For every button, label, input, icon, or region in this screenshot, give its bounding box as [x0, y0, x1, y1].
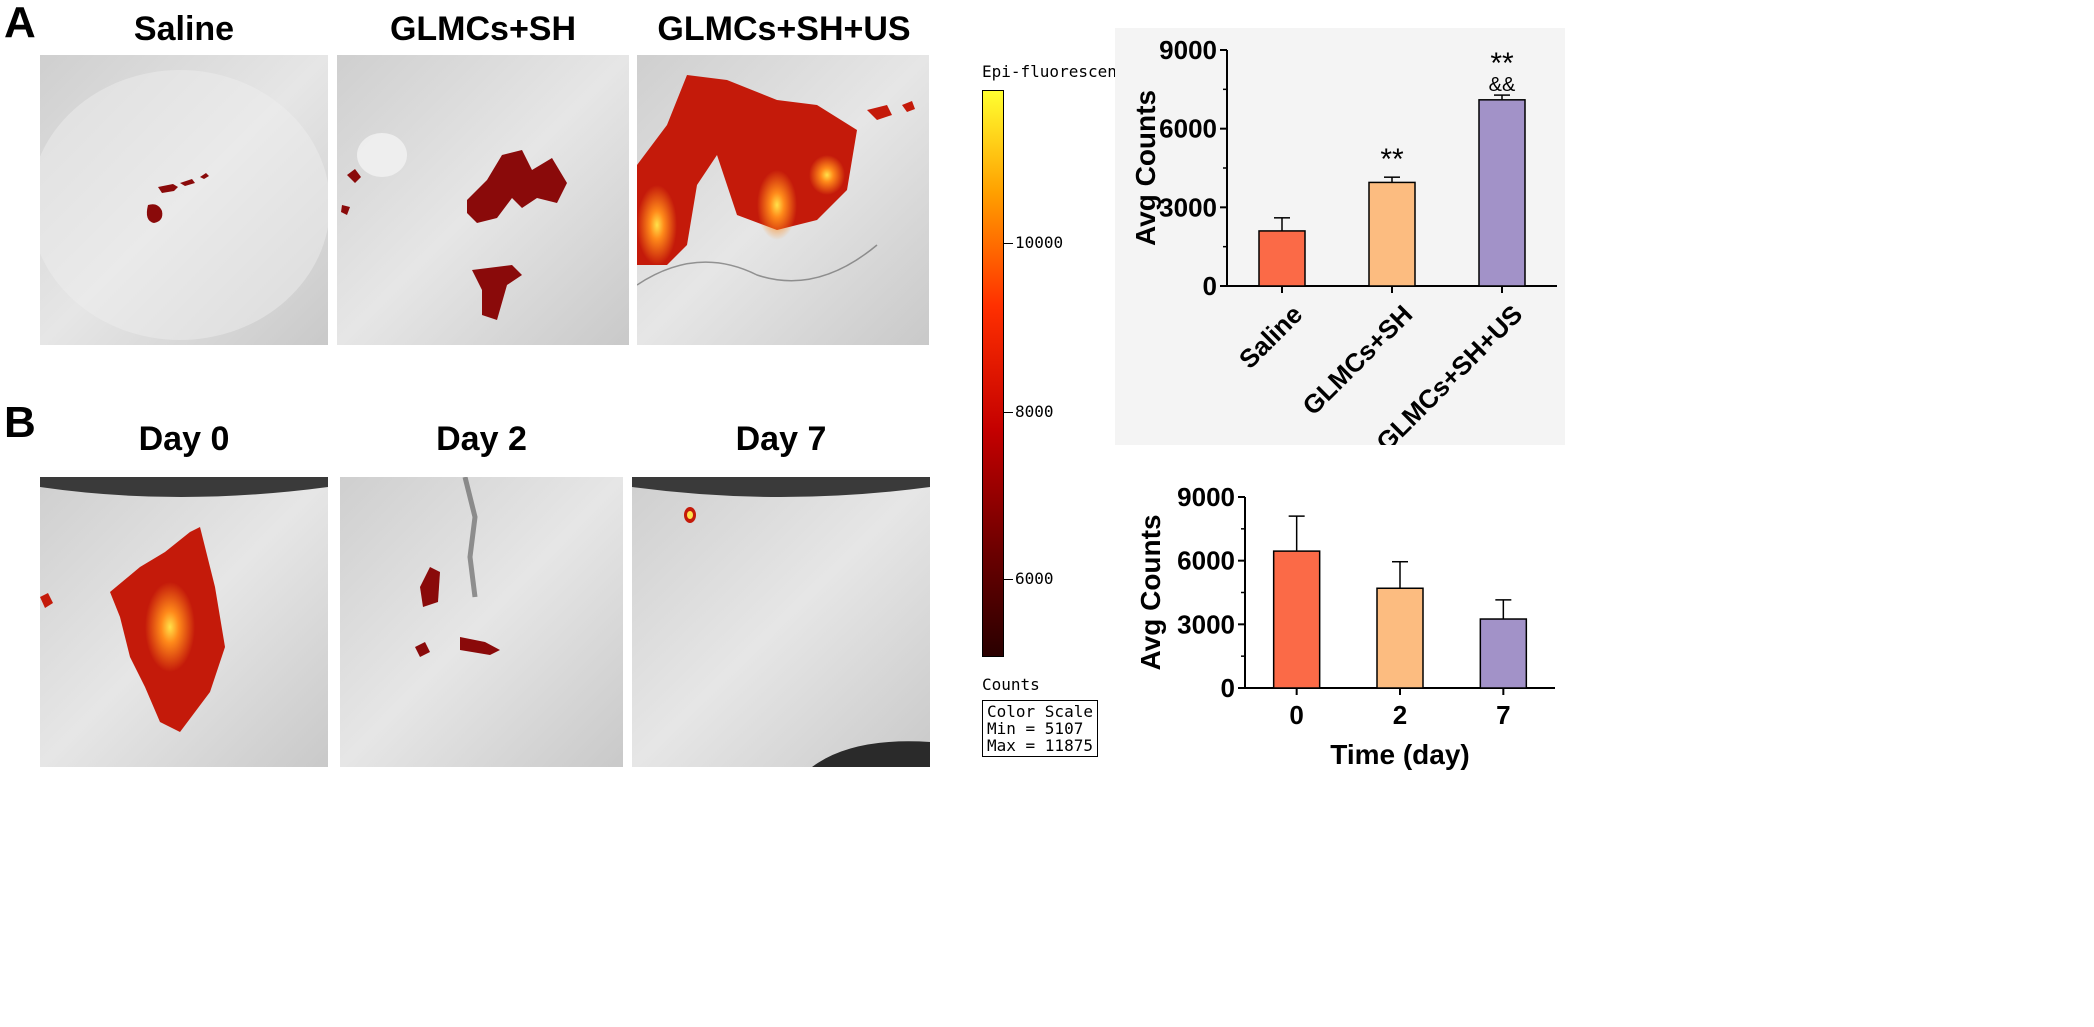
- colorbar-units: Counts: [982, 675, 1040, 694]
- chart-a-panel: 0 3000 6000 9000 Avg Counts Saline GLMCs+SH ** G…: [1115, 28, 1565, 457]
- panel-b-letter: B: [4, 398, 36, 447]
- color-scale-min: Min = 5107: [987, 719, 1084, 738]
- bar: [1478, 99, 1526, 287]
- y-tick-label: 0: [1203, 271, 1217, 301]
- chart-b-panel: 0 3000 6000 9000 Avg Counts 0 2 7 Time (day): [1115, 470, 1565, 770]
- fluorescence-image-day-0: [40, 477, 328, 767]
- x-tick-label: 0: [1289, 700, 1303, 730]
- bar: [1272, 550, 1321, 689]
- significance-marker: **: [1490, 47, 1514, 80]
- image-title-day-0: Day 0: [138, 420, 230, 458]
- x-tick-label: 2: [1393, 700, 1407, 730]
- y-tick-label: 0: [1221, 673, 1235, 703]
- y-tick-label: 3000: [1177, 609, 1235, 639]
- y-axis-label: Avg Counts: [1135, 514, 1166, 670]
- colorbar-tick-label: 8000: [1015, 402, 1054, 421]
- bar: [1258, 230, 1306, 287]
- colorbar: [982, 90, 1004, 657]
- fluorescence-image-day-2: [340, 477, 623, 767]
- x-tick-label: GLMCs+SH: [1296, 299, 1418, 421]
- x-axis-label: Time (day): [1330, 739, 1470, 770]
- fluorescence-image-glmcs-sh-us: [637, 55, 929, 345]
- image-title-day-2: Day 2: [436, 420, 527, 458]
- x-tick-label: Saline: [1233, 299, 1308, 374]
- image-title-glmcs-sh: GLMCs+SH: [389, 10, 577, 48]
- color-scale-box: Color Scale Min = 5107 Max = 11875: [982, 700, 1098, 757]
- colorbar-title: Epi-fluorescen: [982, 62, 1117, 81]
- colorbar-tick-label: 10000: [1015, 233, 1064, 252]
- fluorescence-image-day-7: [632, 477, 930, 767]
- fluorescence-image-saline: [40, 55, 328, 345]
- y-tick-label: 6000: [1177, 546, 1235, 576]
- y-tick-label: 9000: [1159, 35, 1217, 65]
- y-tick-label: 6000: [1159, 114, 1217, 144]
- fluorescence-image-glmcs-sh: [337, 55, 629, 345]
- image-title-day-7: Day 7: [735, 420, 827, 458]
- image-title-glmcs-sh-us: GLMCs+SH+US: [657, 10, 911, 48]
- bar: [1376, 587, 1424, 689]
- y-tick-label: 9000: [1177, 482, 1235, 512]
- significance-marker: &&: [1489, 74, 1516, 96]
- colorbar-tick-label: 6000: [1015, 569, 1054, 588]
- y-axis-label: Avg Counts: [1130, 90, 1161, 246]
- bar-chart-time: 0 3000 6000 9000 Avg Counts 0 2 7 Time (day): [1135, 482, 1555, 770]
- panel-a-letter: A: [4, 0, 36, 47]
- image-title-saline: Saline: [133, 10, 235, 48]
- color-scale-max: Max = 11875: [987, 736, 1093, 755]
- bar: [1479, 618, 1528, 689]
- y-tick-label: 3000: [1159, 192, 1217, 222]
- significance-marker: **: [1380, 143, 1404, 176]
- bar: [1368, 181, 1416, 287]
- x-tick-label: 7: [1496, 700, 1510, 730]
- color-scale-line: Color Scale: [987, 702, 1093, 721]
